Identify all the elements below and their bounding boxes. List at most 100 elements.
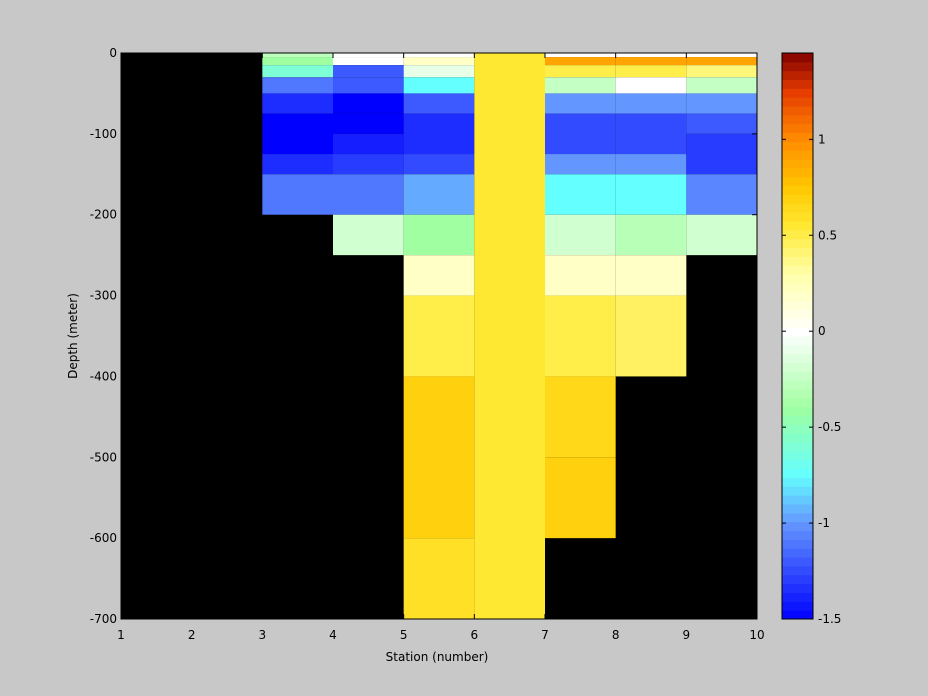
colorbar-swatch — [782, 468, 813, 478]
heatmap-cell — [545, 77, 616, 94]
plot-area — [120, 52, 758, 620]
heatmap-cell — [686, 214, 757, 256]
colorbar-swatch — [782, 106, 813, 116]
heatmap-cell — [686, 77, 757, 94]
colorbar-swatch — [782, 247, 813, 257]
colorbar: 1 0.5 0 -0.5 -1 -1.5 — [781, 52, 841, 626]
colorbar-swatch — [782, 185, 813, 195]
heatmap-cell — [686, 174, 757, 215]
colorbar-swatch — [782, 256, 813, 266]
colorbar-swatch — [782, 70, 813, 81]
colorbar-swatch — [782, 415, 813, 425]
colorbar-swatch — [782, 574, 813, 585]
colorbar-swatch — [782, 203, 813, 213]
heatmap-cell — [262, 57, 333, 66]
colorbar-tick-label: -0.5 — [818, 420, 841, 434]
colorbar-swatch — [782, 512, 813, 523]
colorbar-swatch — [782, 433, 813, 443]
colorbar-swatch — [782, 477, 813, 487]
heatmap-cell — [403, 77, 475, 94]
heatmap-cell — [403, 53, 475, 58]
heatmap-cell — [545, 57, 616, 66]
heatmap-cell — [403, 93, 475, 114]
heatmap-cell — [615, 214, 687, 256]
heatmap-cell — [615, 53, 687, 58]
colorbar-swatch — [782, 592, 813, 602]
heatmap-cell — [615, 77, 687, 94]
heatmap-cell — [615, 255, 687, 296]
heatmap-cell — [403, 295, 475, 377]
colorbar-tick-label: -1.5 — [818, 612, 841, 626]
heatmap-cell — [545, 295, 616, 377]
y-tick-label: -500 — [90, 450, 117, 464]
heatmap-cell — [333, 57, 404, 66]
colorbar-swatch — [782, 362, 813, 372]
heatmap-cell — [686, 53, 757, 58]
x-tick-label: 4 — [329, 628, 337, 642]
colorbar-swatch — [782, 397, 813, 408]
colorbar-swatch — [782, 265, 813, 275]
colorbar-swatch — [782, 583, 813, 593]
colorbar-swatch — [782, 495, 813, 505]
heatmap-cell — [545, 214, 616, 256]
heatmap-cell — [545, 53, 616, 58]
colorbar-swatch — [782, 565, 813, 576]
heatmap-cell — [545, 255, 616, 296]
colorbar-swatch — [782, 221, 813, 231]
heatmap-cell — [333, 65, 404, 78]
heatmap-cell — [333, 53, 404, 58]
heatmap-cell — [545, 457, 616, 539]
y-tick-label: -100 — [90, 127, 117, 141]
heatmap-cell — [333, 113, 404, 134]
heatmap-cell — [474, 53, 545, 619]
heatmap-cell — [545, 93, 616, 114]
heatmap-cell — [403, 113, 475, 155]
colorbar-swatch — [782, 450, 813, 461]
colorbar-swatch — [782, 601, 813, 611]
colorbar-tick-label: 0 — [818, 324, 826, 338]
colorbar-swatch — [782, 176, 813, 187]
colorbar-swatch — [782, 424, 813, 434]
colorbar-swatch — [782, 309, 813, 319]
y-tick-label: -200 — [90, 208, 117, 222]
heatmap-cell — [545, 154, 616, 175]
heatmap-cell — [615, 154, 687, 175]
colorbar-swatch — [782, 212, 813, 222]
colorbar-swatch — [782, 486, 813, 496]
colorbar-swatch — [782, 114, 813, 125]
colorbar-swatch — [782, 610, 813, 620]
colorbar-swatch — [782, 229, 813, 240]
colorbar-swatch — [782, 238, 813, 249]
heatmap-cell — [403, 376, 475, 539]
colorbar-swatch — [782, 557, 813, 567]
y-tick-label: -300 — [90, 289, 117, 303]
colorbar-swatch — [782, 406, 813, 417]
heatmap-cell — [333, 133, 404, 155]
colorbar-swatch — [782, 141, 813, 151]
heatmap-cell — [545, 376, 616, 458]
colorbar-gradient — [782, 53, 813, 620]
heatmap-cell — [333, 154, 404, 175]
colorbar-swatch — [782, 123, 813, 134]
colorbar-swatch — [782, 167, 813, 178]
y-tick-label: -700 — [90, 612, 117, 626]
heatmap-cell — [686, 113, 757, 134]
colorbar-swatch — [782, 504, 813, 514]
colorbar-swatch — [782, 300, 813, 310]
x-tick-label: 8 — [612, 628, 620, 642]
colorbar-swatch — [782, 194, 813, 204]
x-tick-label: 1 — [117, 628, 125, 642]
colorbar-swatch — [782, 539, 813, 549]
heatmap-cell — [403, 174, 475, 215]
heatmap-cell — [615, 65, 687, 78]
heatmap-cell — [333, 93, 404, 114]
heatmap-cell — [686, 133, 757, 175]
y-axis-title: Depth (meter) — [66, 293, 80, 379]
y-tick-label: 0 — [109, 46, 117, 60]
heatmap-cell — [262, 77, 333, 94]
colorbar-swatch — [782, 521, 813, 532]
colorbar-swatch — [782, 132, 813, 142]
heatmap-cell — [615, 113, 687, 155]
x-axis-title: Station (number) — [386, 650, 489, 664]
